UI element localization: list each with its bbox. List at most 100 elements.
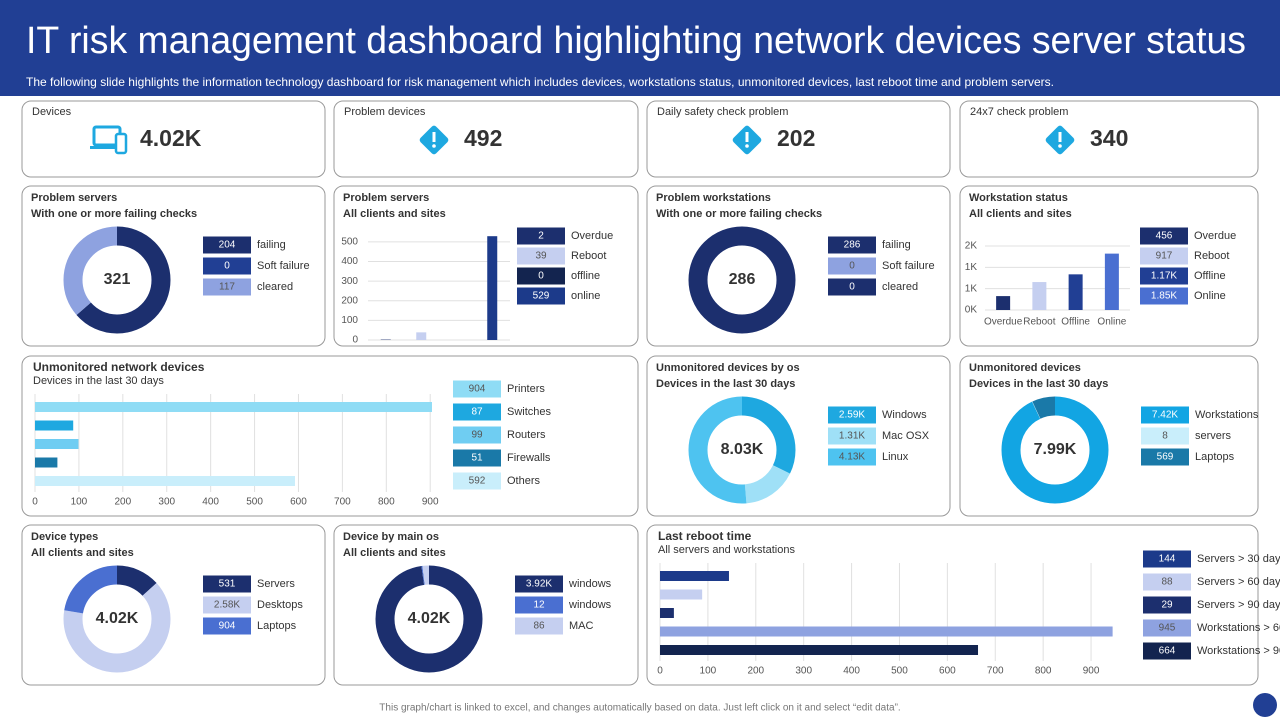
- y-tick-label: 400: [341, 256, 358, 267]
- legend-value: 87: [471, 407, 483, 418]
- panel-title: Problem servers: [343, 192, 429, 204]
- legend-value: 7.42K: [1152, 410, 1178, 421]
- panel-subtitle: Devices in the last 30 days: [969, 378, 1108, 390]
- legend-label: MAC: [569, 620, 594, 632]
- corner-dot: [1253, 693, 1277, 717]
- legend-value: 0: [224, 261, 230, 272]
- icon: [432, 132, 436, 142]
- kpi-value: 340: [1090, 125, 1128, 151]
- legend-value: 51: [471, 453, 483, 464]
- donut-segment: [63, 226, 171, 334]
- legend-swatch: [1143, 596, 1191, 614]
- donut-center: 286: [729, 271, 756, 288]
- panel: [21, 524, 326, 686]
- x-tick-label: 300: [795, 666, 812, 677]
- legend-swatch: [453, 472, 501, 490]
- legend-value: 4.13K: [839, 452, 865, 463]
- x-tick-label: 500: [891, 666, 908, 677]
- donut-center: 4.02K: [96, 610, 139, 627]
- legend-value: 904: [469, 384, 486, 395]
- legend-label: Overdue: [571, 230, 613, 242]
- legend-label: Linux: [882, 451, 909, 463]
- bar: [35, 457, 58, 468]
- panel: [959, 100, 1259, 178]
- x-tick-label: 100: [71, 497, 88, 508]
- x-tick-label: Overdue: [984, 317, 1023, 328]
- legend-swatch: [515, 596, 563, 614]
- subtitle: The following slide highlights the infor…: [26, 75, 1054, 89]
- panel: [646, 100, 951, 178]
- legend-label: Workstations: [1195, 409, 1259, 421]
- legend-value: 592: [469, 476, 486, 487]
- x-tick-label: 500: [246, 497, 263, 508]
- panel-subtitle: All clients and sites: [31, 547, 134, 559]
- panel-subtitle: All clients and sites: [343, 208, 446, 220]
- y-tick-label: 100: [341, 315, 358, 326]
- legend-swatch: [1143, 550, 1191, 568]
- legend-value: 2: [538, 231, 544, 242]
- legend-value: 529: [533, 291, 550, 302]
- legend-label: Switches: [507, 406, 552, 418]
- legend-value: 917: [1156, 251, 1173, 262]
- title: IT risk management dashboard highlightin…: [26, 20, 1246, 62]
- legend-swatch: [1141, 448, 1189, 466]
- legend-label: servers: [1195, 430, 1232, 442]
- donut-segment: [1001, 396, 1109, 504]
- legend-label: Online: [1194, 290, 1226, 302]
- legend-swatch: [453, 426, 501, 444]
- legend-value: 664: [1159, 646, 1176, 657]
- bar: [35, 402, 432, 412]
- legend-value: 0: [849, 261, 855, 272]
- kpi-label: Problem devices: [344, 106, 426, 118]
- legend-swatch: [1140, 287, 1188, 305]
- legend-label: Workstations > 90 days: [1197, 645, 1280, 657]
- y-tick-label: 1K: [965, 283, 978, 294]
- legend-swatch: [203, 257, 251, 275]
- legend-value: 39: [535, 251, 547, 262]
- bar: [487, 236, 498, 340]
- legend-swatch: [453, 380, 501, 398]
- legend-swatch: [203, 617, 251, 635]
- panel-title: Unmonitored network devices: [33, 360, 205, 374]
- bar: [416, 332, 427, 340]
- panel: [21, 185, 326, 347]
- bar: [1068, 274, 1083, 310]
- legend-value: 456: [1156, 231, 1173, 242]
- donut-center: 7.99K: [1034, 441, 1077, 458]
- legend-swatch: [1141, 427, 1189, 445]
- legend-label: Reboot: [571, 250, 606, 262]
- donut-segment: [63, 565, 171, 673]
- x-tick-label: 800: [378, 497, 395, 508]
- x-tick-label: Offline: [1061, 317, 1090, 328]
- x-tick-label: 0: [657, 666, 663, 677]
- legend-swatch: [517, 247, 565, 265]
- legend-value: 1.17K: [1151, 271, 1177, 282]
- icon: [90, 146, 124, 149]
- legend-swatch: [203, 596, 251, 614]
- legend-label: Workstations > 60 days: [1197, 622, 1280, 634]
- legend-label: Printers: [507, 383, 545, 395]
- panel-subtitle: Devices in the last 30 days: [33, 375, 164, 387]
- legend-label: Servers > 90 days: [1197, 599, 1280, 611]
- legend-swatch: [453, 449, 501, 467]
- header-band: [0, 0, 1280, 96]
- icon: [1058, 144, 1062, 148]
- icon: [114, 132, 128, 155]
- icon: [1058, 132, 1062, 142]
- donut-segment: [688, 226, 796, 334]
- x-tick-label: 300: [158, 497, 175, 508]
- legend-swatch: [828, 236, 876, 254]
- legend-value: 12: [533, 600, 545, 611]
- legend-swatch: [1143, 619, 1191, 637]
- legend-label: Windows: [882, 409, 927, 421]
- legend-swatch: [517, 287, 565, 305]
- legend-swatch: [517, 227, 565, 245]
- legend-value: 531: [219, 579, 236, 590]
- panel-subtitle: With one or more failing checks: [31, 208, 197, 220]
- panel-title: Problem servers: [31, 192, 117, 204]
- legend-value: 144: [1159, 554, 1176, 565]
- bar: [996, 296, 1011, 310]
- x-tick-label: 0: [32, 497, 38, 508]
- footer-note: This graph/chart is linked to excel, and…: [379, 703, 900, 714]
- icon: [745, 144, 749, 148]
